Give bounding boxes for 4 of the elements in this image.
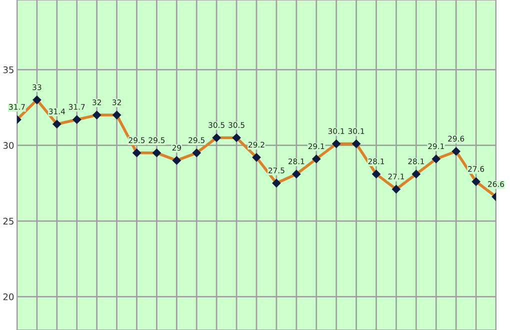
- y-tick-label: 30: [3, 142, 14, 149]
- y-tick-label: 20: [3, 293, 14, 300]
- y-tick-label: 35: [3, 66, 14, 74]
- y-tick-label: 25: [3, 218, 14, 225]
